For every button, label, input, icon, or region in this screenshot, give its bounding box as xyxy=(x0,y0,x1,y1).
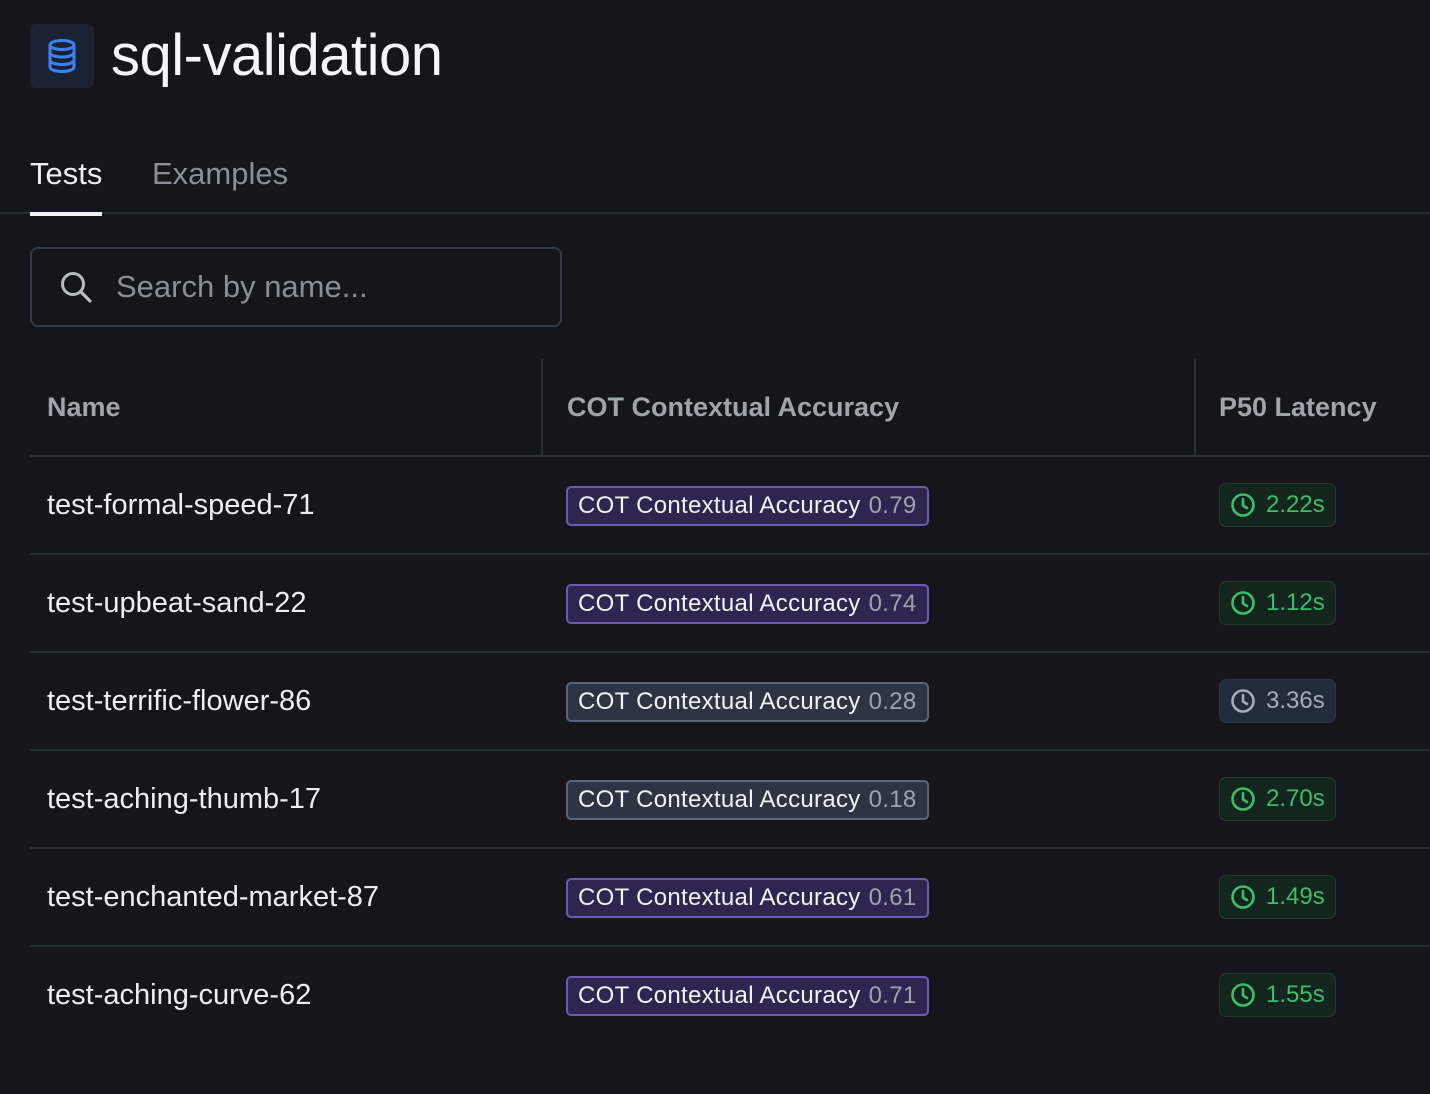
accuracy-value: 0.71 xyxy=(868,982,917,1009)
table-header: Name COT Contextual Accuracy P50 Latency xyxy=(30,359,1430,457)
table-body: test-formal-speed-71 COT Contextual Accur… xyxy=(30,457,1430,1043)
tab-bar: Tests Examples xyxy=(0,140,1430,216)
latency-value: 1.12s xyxy=(1266,589,1325,616)
clock-icon xyxy=(1231,885,1255,909)
latency-value: 3.36s xyxy=(1266,687,1325,714)
table-row[interactable]: test-enchanted-market-87 COT Contextual A… xyxy=(30,849,1430,947)
database-icon xyxy=(30,24,94,88)
search-input[interactable] xyxy=(114,268,518,306)
test-name[interactable]: test-enchanted-market-87 xyxy=(47,880,380,913)
latency-value: 2.70s xyxy=(1266,785,1325,812)
table-row[interactable]: test-aching-curve-62 COT Contextual Accur… xyxy=(30,947,1430,1043)
accuracy-badge: COT Contextual Accuracy 0.61 xyxy=(566,878,929,918)
clock-icon xyxy=(1231,689,1255,713)
latency-badge: 2.70s xyxy=(1219,777,1336,821)
accuracy-label: COT Contextual Accuracy xyxy=(578,688,861,715)
latency-badge: 2.22s xyxy=(1219,483,1336,527)
clock-icon xyxy=(1231,591,1255,615)
accuracy-value: 0.18 xyxy=(868,786,917,813)
accuracy-value: 0.61 xyxy=(868,884,917,911)
column-header-latency[interactable]: P50 Latency xyxy=(1219,391,1377,422)
column-header-name[interactable]: Name xyxy=(47,391,121,422)
column-divider[interactable] xyxy=(1194,359,1196,455)
page-title: sql-validation xyxy=(111,23,443,88)
test-name[interactable]: test-terrific-flower-86 xyxy=(47,684,312,717)
clock-icon xyxy=(1231,787,1255,811)
table-row[interactable]: test-formal-speed-71 COT Contextual Accur… xyxy=(30,457,1430,555)
clock-icon xyxy=(1231,493,1255,517)
latency-badge: 1.55s xyxy=(1219,973,1336,1017)
test-name[interactable]: test-formal-speed-71 xyxy=(47,488,315,521)
accuracy-badge: COT Contextual Accuracy 0.79 xyxy=(566,486,929,526)
accuracy-badge: COT Contextual Accuracy 0.28 xyxy=(566,682,929,722)
accuracy-badge: COT Contextual Accuracy 0.18 xyxy=(566,780,929,820)
accuracy-badge: COT Contextual Accuracy 0.71 xyxy=(566,976,929,1016)
latency-badge: 3.36s xyxy=(1219,679,1336,723)
table-row[interactable]: test-terrific-flower-86 COT Contextual Ac… xyxy=(30,653,1430,751)
accuracy-value: 0.74 xyxy=(868,590,917,617)
latency-value: 1.55s xyxy=(1266,981,1325,1008)
accuracy-value: 0.28 xyxy=(868,688,917,715)
tab-tests[interactable]: Tests xyxy=(30,154,103,216)
accuracy-label: COT Contextual Accuracy xyxy=(578,884,861,911)
latency-value: 2.22s xyxy=(1266,491,1325,518)
test-name[interactable]: test-upbeat-sand-22 xyxy=(47,586,307,619)
column-divider[interactable] xyxy=(541,359,543,455)
test-name[interactable]: test-aching-thumb-17 xyxy=(47,782,322,815)
accuracy-badge: COT Contextual Accuracy 0.74 xyxy=(566,584,929,624)
column-header-accuracy[interactable]: COT Contextual Accuracy xyxy=(567,391,900,422)
clock-icon xyxy=(1231,983,1255,1007)
tests-table: Name COT Contextual Accuracy P50 Latency… xyxy=(30,359,1430,1043)
accuracy-label: COT Contextual Accuracy xyxy=(578,786,861,813)
page-header: sql-validation xyxy=(30,24,443,88)
latency-badge: 1.12s xyxy=(1219,581,1336,625)
search-icon xyxy=(61,272,92,303)
latency-value: 1.49s xyxy=(1266,883,1325,910)
tab-examples[interactable]: Examples xyxy=(152,156,289,191)
accuracy-value: 0.79 xyxy=(868,492,917,519)
test-name[interactable]: test-aching-curve-62 xyxy=(47,978,312,1011)
table-row[interactable]: test-upbeat-sand-22 COT Contextual Accura… xyxy=(30,555,1430,653)
latency-badge: 1.49s xyxy=(1219,875,1336,919)
accuracy-label: COT Contextual Accuracy xyxy=(578,982,861,1009)
search-box[interactable] xyxy=(30,247,562,327)
accuracy-label: COT Contextual Accuracy xyxy=(578,492,861,519)
accuracy-label: COT Contextual Accuracy xyxy=(578,590,861,617)
table-row[interactable]: test-aching-thumb-17 COT Contextual Accur… xyxy=(30,751,1430,849)
